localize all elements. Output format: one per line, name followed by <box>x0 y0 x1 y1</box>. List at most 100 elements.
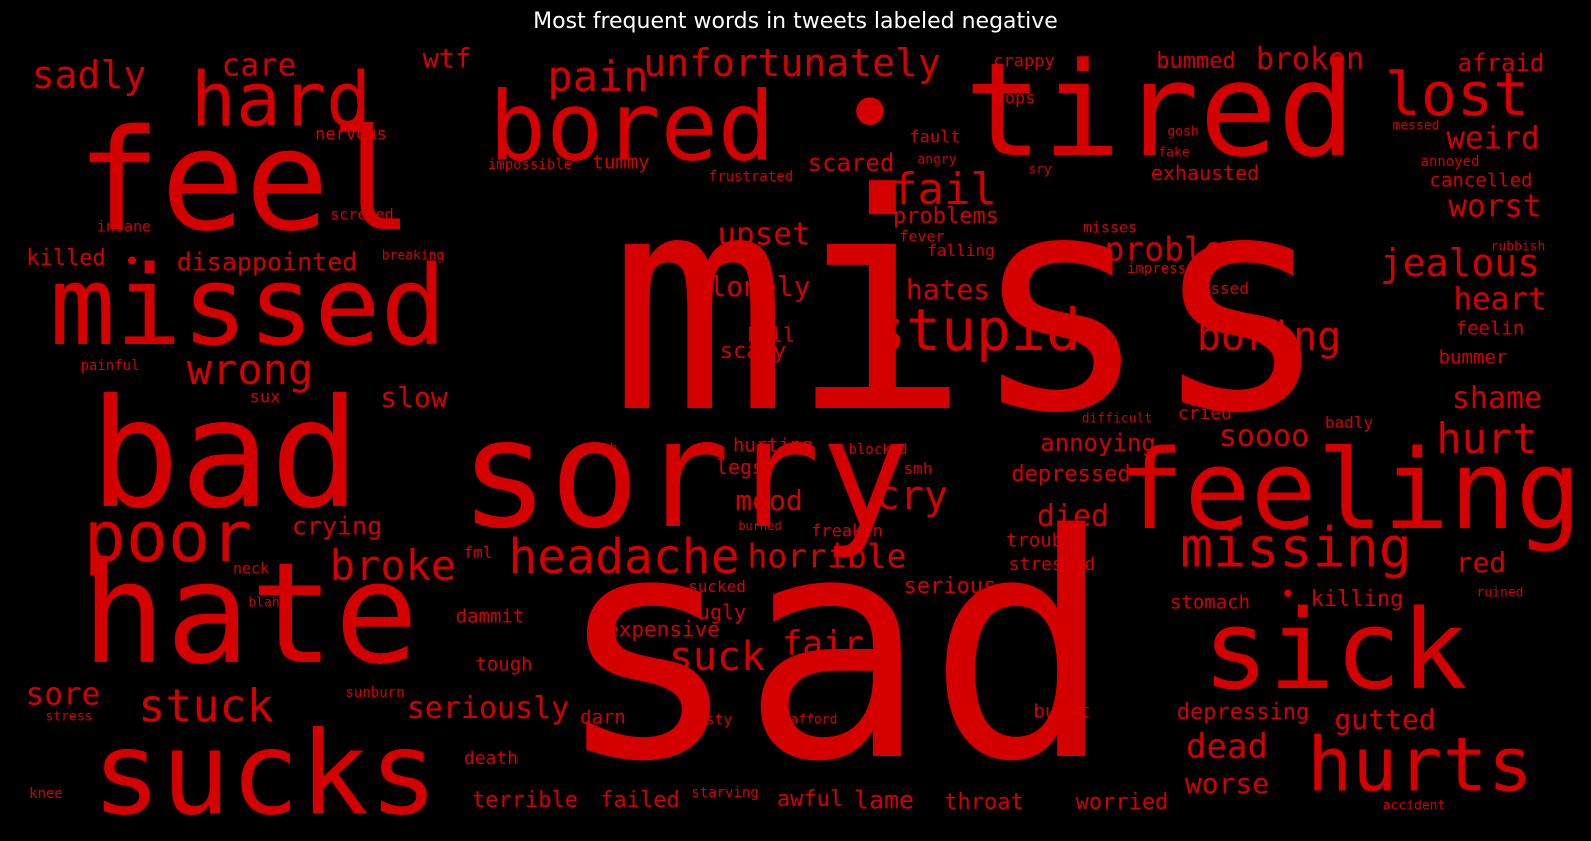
word-worse: worse <box>1184 767 1270 800</box>
word-stressed: stressed <box>1008 554 1096 575</box>
word-feel: feel <box>76 100 414 263</box>
word-heart: heart <box>1453 281 1547 318</box>
word-blocked: blocked <box>848 442 908 458</box>
word-stupid: stupid <box>871 296 1081 364</box>
word-sore: sore <box>25 676 101 713</box>
word-poor: poor <box>83 496 253 578</box>
word-rubbish: rubbish <box>1490 239 1546 255</box>
word-exhausted: exhausted <box>1150 161 1260 185</box>
word-depressed: depressed <box>1011 462 1131 487</box>
word-painful: painful <box>80 358 140 374</box>
word-legs: legs <box>715 455 765 479</box>
word-neck: neck <box>232 559 270 578</box>
word-feeling: feeling <box>1118 426 1582 554</box>
word-sunburn: sunburn <box>345 685 405 701</box>
word-miss: miss <box>608 130 1332 479</box>
word-accident: accident <box>1382 798 1446 814</box>
word-sadly: sadly <box>31 53 147 97</box>
word-hurt: hurt <box>1436 414 1538 463</box>
word-expensive: expensive <box>606 617 720 642</box>
word-messed: messed <box>1392 118 1440 134</box>
word-died: died <box>1036 499 1110 534</box>
word-gutted: gutted <box>1334 703 1436 736</box>
word-shame: shame <box>1451 381 1543 416</box>
word-lost: lost <box>1384 60 1530 130</box>
word-afford: afford <box>790 712 838 728</box>
word-unfortunately: unfortunately <box>643 41 941 85</box>
word-missed: missed <box>49 242 447 370</box>
word-mood: mood <box>735 484 803 517</box>
word-sorry: sorry <box>459 388 911 562</box>
word-fail: fail <box>891 164 997 215</box>
word-ugly: ugly <box>697 600 747 624</box>
word-scary: scary <box>719 339 787 364</box>
word-hurting: hurting <box>732 434 814 457</box>
word-bummed: bummed <box>1156 49 1236 74</box>
word-hard: hard <box>190 55 372 144</box>
word-nervous: nervous <box>315 124 387 145</box>
word-sry: sry <box>1028 162 1052 178</box>
word-cancelled: cancelled <box>1429 169 1533 192</box>
figure-title: Most frequent words in tweets labeled ne… <box>533 9 1058 34</box>
word-sux: sux <box>249 387 281 408</box>
word-broke: broke <box>329 541 457 590</box>
word-kill: kill <box>746 323 796 347</box>
word-argh: argh <box>586 441 618 457</box>
word-stomach: stomach <box>1169 591 1251 614</box>
bullet-glyph: • <box>1280 580 1296 610</box>
word-wtf: wtf <box>422 43 472 75</box>
word-ache: ache <box>1093 351 1123 365</box>
word-crying: crying <box>291 511 383 541</box>
word-death: death <box>463 748 519 769</box>
word-breaking: breaking <box>381 248 445 264</box>
word-broken: broken <box>1255 42 1365 77</box>
word-jealous: jealous <box>1379 241 1541 285</box>
word-pain: pain <box>547 52 649 101</box>
word-stress: stress <box>45 709 93 725</box>
word-worst: worst <box>1448 188 1542 225</box>
word-feelin: feelin <box>1455 317 1525 340</box>
word-upset: upset <box>717 216 811 253</box>
word-pissed: pissed <box>1191 279 1249 298</box>
word-boring: boring <box>1196 314 1342 360</box>
word-horrible: horrible <box>747 536 907 576</box>
word-hate: hate <box>81 533 419 696</box>
word-insane: insane <box>96 217 152 236</box>
word-tummy: tummy <box>592 151 650 174</box>
word-hates: hates <box>905 273 991 306</box>
word-wrong: wrong <box>186 345 314 394</box>
word-tough: tough <box>475 653 533 676</box>
word-seriously: seriously <box>406 691 570 726</box>
word-missing: missing <box>1180 515 1412 580</box>
word-worried: worried <box>1075 790 1169 815</box>
word-hurts: hurts <box>1307 720 1533 809</box>
word-throat: throat <box>944 790 1024 815</box>
word-red: red <box>1455 546 1507 579</box>
word-fault: fault <box>909 127 961 148</box>
word-dammit: dammit <box>455 605 525 628</box>
word-sick: sick <box>1202 586 1468 714</box>
word-lame: lame <box>853 785 915 815</box>
word-bored: bored <box>489 72 775 183</box>
word-smh: smh <box>903 459 933 478</box>
word-badly: badly <box>1324 413 1374 432</box>
word-suck: suck <box>668 634 766 680</box>
word-sucked: sucked <box>688 577 746 596</box>
word-frustrated: frustrated <box>708 169 794 185</box>
word-freakin: freakin <box>811 521 883 542</box>
word-awful: awful <box>776 787 844 812</box>
word-fair: fair <box>782 624 864 664</box>
word-darn: darn <box>580 706 626 729</box>
word-soooo: soooo <box>1218 419 1310 454</box>
word-killed: killed <box>26 246 106 271</box>
word-burnt: burnt <box>1033 700 1091 723</box>
word-problems: problems <box>893 204 999 229</box>
word-bad: bad <box>89 368 361 542</box>
word-cry: cry <box>875 473 949 519</box>
word-serious: serious <box>903 574 997 599</box>
word-afraid: afraid <box>1457 49 1545 77</box>
word-sucks: sucks <box>91 707 439 841</box>
word-weird: weird <box>1446 120 1540 157</box>
bullet-glyph: • <box>123 245 141 278</box>
